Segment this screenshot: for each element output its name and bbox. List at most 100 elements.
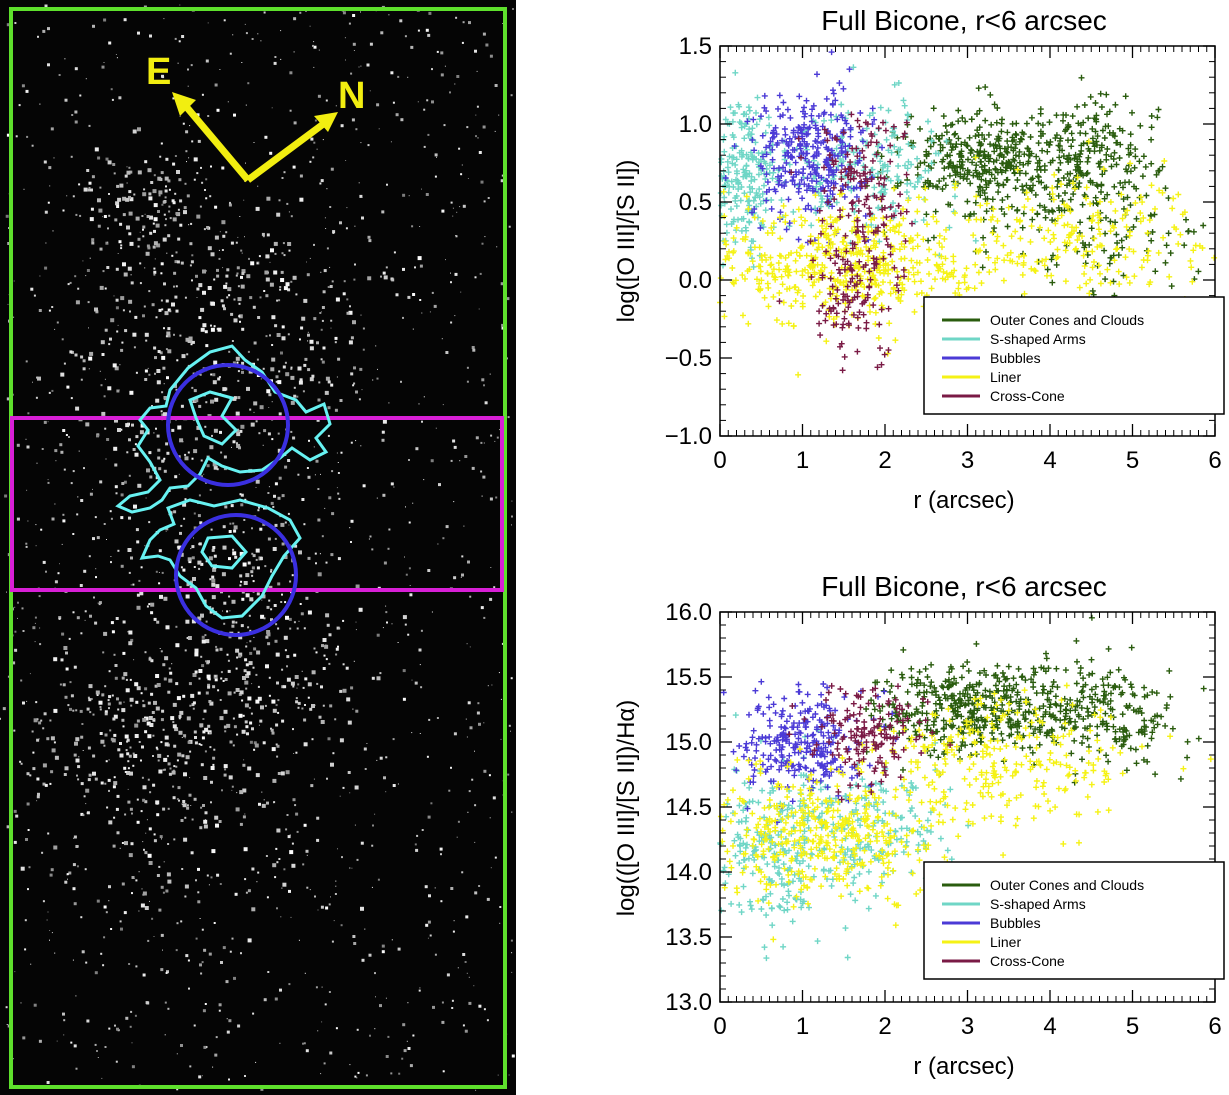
noise-pixel: [134, 1014, 137, 1017]
scatter-point: [997, 145, 1004, 152]
scatter-point: [1111, 183, 1118, 190]
scatter-point: [801, 181, 808, 188]
noise-pixel: [409, 593, 413, 597]
noise-pixel: [352, 708, 354, 710]
noise-pixel: [360, 11, 361, 13]
noise-pixel: [58, 74, 61, 76]
emission-pixel: [190, 851, 194, 855]
noise-pixel: [454, 315, 456, 317]
emission-pixel: [161, 709, 165, 713]
emission-pixel: [237, 297, 242, 302]
scatter-point: [1085, 154, 1092, 161]
scatter-point: [936, 232, 943, 239]
noise-pixel: [305, 849, 309, 853]
emission-pixel: [262, 741, 266, 745]
noise-pixel: [161, 413, 165, 417]
scatter-point: [832, 180, 839, 187]
noise-pixel: [325, 906, 329, 910]
noise-pixel: [96, 434, 99, 438]
noise-pixel: [363, 747, 367, 751]
emission-pixel: [301, 316, 306, 321]
emission-pixel: [354, 785, 359, 790]
emission-pixel: [129, 746, 132, 749]
noise-pixel: [13, 316, 15, 318]
scatter-point: [1001, 211, 1008, 218]
noise-pixel: [295, 812, 299, 816]
emission-pixel: [126, 738, 130, 742]
emission-pixel: [177, 425, 182, 430]
scatter-point: [798, 222, 805, 229]
noise-pixel: [205, 620, 208, 623]
noise-pixel: [478, 722, 481, 726]
noise-pixel: [204, 819, 206, 820]
noise-pixel: [314, 474, 316, 476]
noise-pixel: [121, 842, 124, 844]
emission-pixel: [251, 907, 256, 912]
noise-pixel: [94, 516, 97, 519]
emission-pixel: [283, 685, 287, 689]
emission-pixel: [184, 296, 187, 299]
emission-pixel: [115, 298, 119, 302]
emission-pixel: [178, 178, 182, 182]
scatter-point: [1000, 242, 1007, 249]
scatter-point: [839, 139, 846, 146]
scatter-point: [808, 112, 815, 119]
scatter-point: [835, 226, 841, 233]
scatter-point: [787, 114, 794, 121]
scatter-point: [1126, 232, 1133, 239]
emission-pixel: [227, 691, 232, 696]
scatter-point: [901, 130, 908, 137]
emission-pixel: [227, 669, 231, 673]
noise-pixel: [83, 569, 87, 573]
noise-pixel: [144, 730, 148, 734]
emission-pixel: [232, 551, 237, 556]
scatter-point: [895, 152, 902, 159]
scatter-point: [923, 151, 930, 158]
emission-pixel: [31, 730, 34, 733]
noise-pixel: [187, 68, 189, 71]
noise-pixel: [483, 616, 486, 619]
emission-pixel: [119, 753, 124, 758]
scatter-point: [1089, 248, 1096, 255]
noise-pixel: [171, 254, 174, 257]
scatter-point: [1111, 133, 1118, 140]
emission-pixel: [272, 778, 277, 783]
scatter-point: [799, 300, 806, 307]
emission-pixel: [162, 200, 166, 204]
emission-pixel: [117, 428, 121, 432]
scatter-point: [761, 182, 767, 189]
noise-pixel: [508, 1074, 510, 1076]
emission-pixel: [0, 717, 1, 720]
noise-pixel: [33, 1003, 37, 1007]
emission-pixel: [2, 707, 6, 711]
scatter-point: [907, 235, 914, 242]
emission-pixel: [240, 275, 243, 279]
scatter-point: [873, 139, 880, 146]
scatter-point: [754, 276, 760, 283]
emission-pixel: [159, 351, 163, 355]
emission-pixel: [107, 386, 112, 391]
emission-pixel: [270, 248, 274, 253]
scatter-point: [1090, 212, 1097, 219]
scatter-point: [823, 310, 830, 317]
noise-pixel: [223, 601, 227, 605]
noise-pixel: [270, 727, 272, 730]
emission-pixel: [176, 170, 180, 174]
noise-pixel: [212, 373, 216, 377]
scatter-point: [894, 173, 901, 180]
emission-pixel: [167, 234, 171, 238]
noise-pixel: [432, 1005, 435, 1009]
scatter-point: [1089, 125, 1096, 132]
noise-pixel: [218, 1009, 221, 1012]
noise-pixel: [501, 174, 504, 177]
noise-pixel: [135, 528, 139, 532]
emission-pixel: [132, 448, 136, 451]
scatter-point: [1017, 217, 1024, 224]
emission-pixel: [114, 418, 118, 423]
scatter-point: [882, 186, 889, 193]
scatter-point: [1118, 191, 1125, 198]
scatter-point: [803, 187, 810, 194]
emission-pixel: [62, 519, 66, 523]
scatter-point: [944, 153, 951, 160]
emission-pixel: [133, 504, 137, 509]
